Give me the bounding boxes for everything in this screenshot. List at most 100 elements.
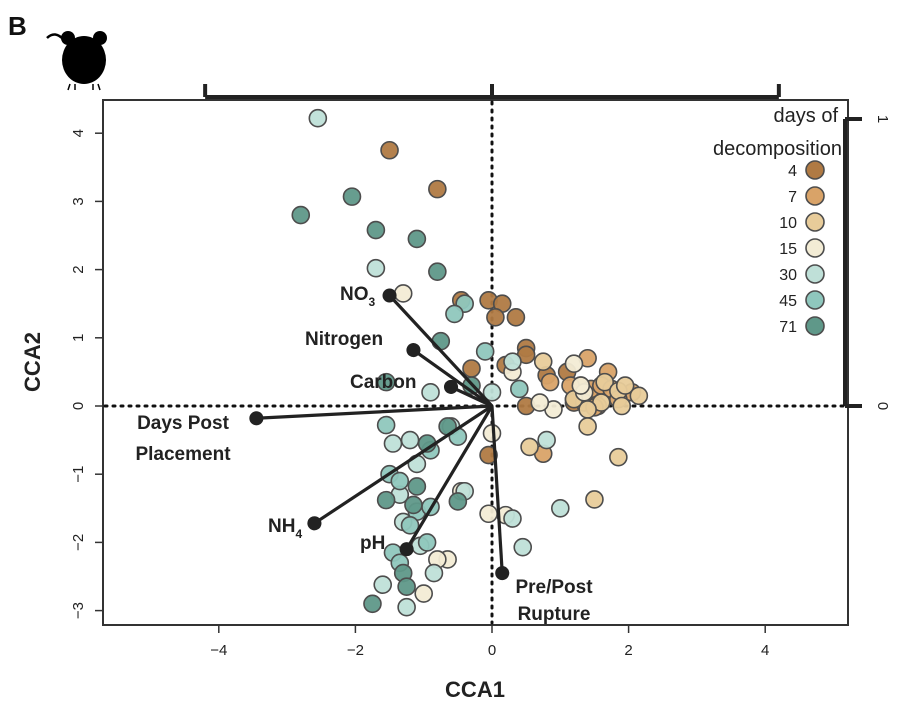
vector-arrow (307, 404, 493, 531)
plot-area (102, 99, 849, 626)
data-point (390, 471, 410, 491)
data-point (448, 492, 468, 511)
data-point (609, 447, 628, 467)
vector-label: NO3 (340, 284, 376, 309)
legend-swatch (805, 290, 825, 310)
y-tick-label: 4 (70, 129, 87, 137)
vector-arrow (406, 343, 493, 408)
data-point (373, 575, 393, 594)
vector-label: Nitrogen (305, 329, 383, 350)
x-axis: −4 −2 0 2 4 (210, 625, 769, 659)
data-point (595, 372, 614, 392)
vector-label: Pre/Post (515, 577, 593, 598)
data-point (366, 258, 386, 278)
y-tick-label: −3 (70, 602, 87, 619)
legend-swatch (805, 238, 825, 258)
data-point (530, 393, 550, 412)
legend-label: 71 (779, 319, 797, 336)
legend-label: 45 (779, 293, 797, 310)
data-point (486, 308, 505, 327)
data-point (479, 445, 498, 465)
x-tick-label: 4 (761, 642, 769, 659)
data-point (479, 504, 498, 524)
x-tick-label: −2 (347, 642, 364, 659)
data-point (475, 342, 495, 361)
y-tick-label: 0 (70, 402, 87, 410)
legend-title-line2: decomposition (713, 138, 842, 160)
data-point (383, 434, 403, 453)
data-point (540, 372, 560, 392)
x-tick-label: −4 (210, 642, 227, 659)
data-point (380, 140, 399, 160)
legend-swatch (805, 264, 825, 284)
vector-arrow (249, 404, 493, 426)
right-axis-tick-label: 1 (874, 115, 891, 123)
legend-label: 7 (788, 189, 797, 206)
data-point (428, 179, 447, 199)
legend-label: 4 (788, 163, 797, 180)
y-axis-title: CCA2 (20, 332, 45, 392)
data-point (510, 379, 529, 399)
data-point (629, 386, 649, 406)
legend-swatch (805, 212, 825, 232)
vector-label: pH (360, 533, 385, 554)
data-point (506, 308, 526, 327)
data-point (503, 509, 522, 528)
data-point (428, 262, 447, 281)
data-point (376, 490, 396, 510)
data-point (393, 284, 413, 303)
data-point (513, 537, 533, 557)
data-point (417, 533, 437, 552)
vector-label: Rupture (518, 604, 591, 625)
right-axis-tick-label: 0 (874, 402, 891, 410)
x-tick-label: 0 (488, 642, 496, 659)
data-point (376, 415, 396, 435)
data-point (445, 304, 464, 324)
data-point (503, 352, 522, 371)
data-point (342, 187, 362, 206)
data-point (564, 354, 584, 374)
vector-label: NH4 (268, 516, 302, 541)
legend-label: 15 (779, 241, 797, 258)
data-point (376, 372, 396, 392)
y-tick-label: 1 (70, 334, 87, 342)
legend-title-line1: days of (774, 105, 839, 127)
data-point (407, 477, 427, 496)
data-point (533, 352, 553, 371)
legend: days of decomposition 4 7 10 15 30 45 71 (713, 105, 842, 336)
data-point (404, 495, 423, 515)
y-tick-label: 2 (70, 265, 87, 273)
vector-label: Days Post (137, 413, 230, 434)
legend-swatch (805, 316, 825, 336)
data-point (537, 430, 556, 450)
data-point (585, 490, 604, 509)
data-point (363, 594, 382, 614)
panel-letter: B (8, 11, 27, 41)
data-point (462, 359, 481, 378)
data-point (407, 229, 427, 249)
vector-arrow (490, 405, 510, 581)
data-point (520, 437, 539, 457)
data-point (482, 383, 502, 402)
legend-swatch (805, 186, 825, 206)
x-axis-title: CCA1 (445, 677, 505, 702)
x-tick-label: 2 (624, 642, 632, 659)
y-tick-label: −2 (70, 534, 87, 551)
legend-label: 10 (779, 215, 797, 232)
data-point (397, 577, 416, 597)
mouse-icon (46, 31, 107, 91)
y-axis: −3 −2 −1 0 1 2 3 4 (70, 129, 103, 619)
data-point (421, 383, 440, 402)
data-point (414, 584, 434, 603)
data-point (400, 516, 420, 535)
y-tick-label: 3 (70, 197, 87, 205)
legend-label: 30 (779, 267, 797, 284)
data-point (571, 376, 591, 395)
top-axis (203, 84, 781, 99)
data-point (615, 376, 635, 395)
data-point (578, 417, 597, 436)
legend-swatch (805, 160, 825, 180)
data-point (400, 430, 420, 450)
y-tick-label: −1 (70, 466, 87, 483)
